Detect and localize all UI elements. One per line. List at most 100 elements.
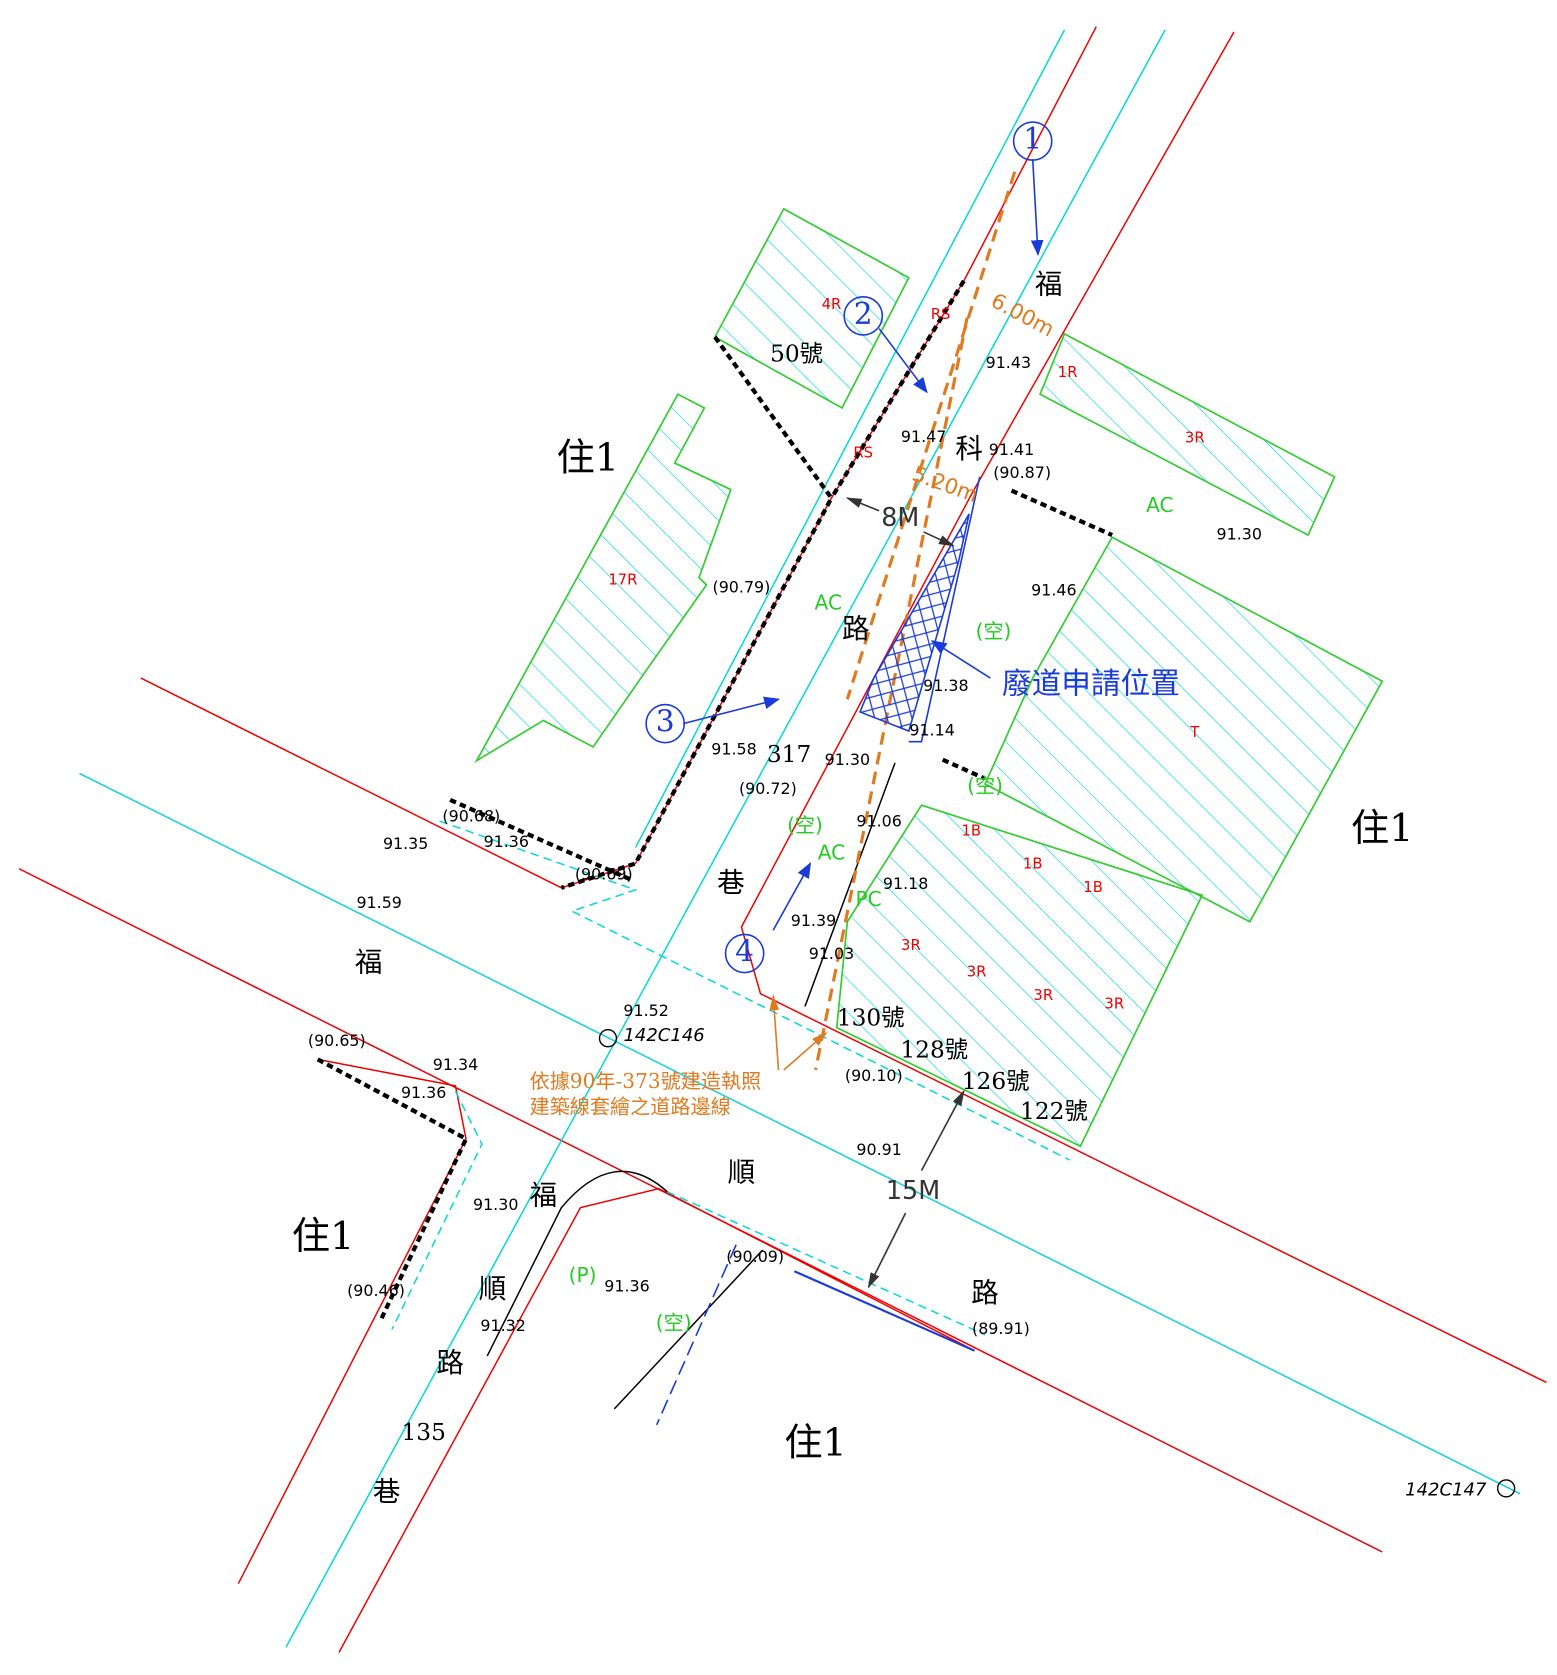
el-label: (89.91) [972,1319,1030,1338]
num-label: 122號 [1020,1098,1088,1125]
el-label: 91.30 [473,1195,518,1214]
marker-circles [645,121,1053,974]
dim-label: 8M [881,502,919,532]
num-label: 128號 [900,1036,968,1063]
road-label: 福 [530,1180,558,1212]
arrows [682,159,1044,1289]
code-label: 17R [608,572,637,589]
mk-label: 3 [656,704,675,739]
building [983,536,1384,923]
road-label: 巷 [373,1476,401,1508]
el-label: 91.52 [623,1001,668,1020]
building [713,207,910,410]
code-label: 1B [1023,856,1043,873]
cp-label: 142C147 [1405,1479,1487,1500]
road-label: 科 [955,433,983,465]
el-label: (90.65) [308,1031,366,1050]
el-label: (90.10) [845,1066,903,1085]
ann-label: 建築線套繪之道路邊線 [530,1095,731,1119]
el-label: (90.79) [713,578,771,597]
el-label: 91.32 [480,1316,525,1335]
mk-label: 1 [1023,121,1042,156]
surf-label: PC [855,887,881,911]
code-label: 3R [901,937,921,954]
control-circles [598,1029,1516,1498]
el-label: 91.58 [711,740,756,759]
odim-label: 5.20m [909,461,981,508]
code-label: 1B [961,823,981,840]
road-label: 福 [355,947,383,979]
surf-label: (空) [976,619,1012,643]
road-label: 福 [1035,269,1063,301]
code-label: 4R [822,296,842,313]
num-label: 50號 [770,341,823,368]
num-label: 130號 [837,1005,905,1032]
surf-label: AC [1146,493,1173,517]
code-label: 3R [1185,430,1205,447]
big-label: 住1 [784,1421,846,1465]
el-label: 91.14 [909,721,954,740]
buildings [474,207,1384,1148]
closure-area [859,513,970,733]
road-label: 順 [479,1273,507,1305]
road-label: 順 [728,1156,756,1188]
building [1039,332,1336,537]
el-label: 91.36 [401,1083,446,1102]
el-label: 91.47 [901,427,946,446]
el-label: 91.06 [856,812,901,831]
building [835,804,1204,1148]
el-label: 91.39 [791,911,836,930]
dim-label: 15M [886,1175,940,1205]
code-label: 3R [1104,995,1124,1012]
surf-label: AC [815,590,842,614]
el-label: 91.34 [433,1055,478,1074]
callout-label: 廢道申請位置 [1002,666,1180,701]
big-label: 住1 [557,435,619,479]
surf-label: (空) [787,813,823,837]
road-lines [18,26,1547,1653]
code-label: T [1189,724,1200,741]
num-label: 126號 [962,1068,1030,1095]
el-label: 91.35 [383,834,428,853]
road-label: 巷 [717,867,745,899]
labels: 福科路317巷福順路福順路135巷8M15M6.00m5.20m住1住1住1住1… [292,121,1487,1508]
el-label: 91.41 [989,440,1034,459]
el-label: (90.68) [442,806,500,825]
road-label: 路 [842,613,870,645]
cp-label: 142C146 [623,1025,704,1046]
num-label: 135 [401,1419,445,1446]
el-label: (90.46) [347,1281,405,1300]
surf-label: AC [818,840,845,864]
el-label: 91.30 [825,750,870,769]
num-label: 317 [767,741,811,768]
el-label: 91.59 [356,893,401,912]
surf-label: (空) [967,774,1003,798]
road-label: 路 [971,1277,999,1309]
big-label: 住1 [292,1214,354,1258]
el-label: 91.43 [986,353,1031,372]
mk-label: 2 [854,296,873,331]
code-label: 3R [1033,987,1053,1004]
mk-label: 4 [735,933,754,968]
el-label: 90.91 [856,1140,901,1159]
el-label: (90.09) [726,1247,784,1266]
el-label: (90.87) [993,463,1051,482]
el-label: 91.36 [604,1277,649,1296]
code-label: 1R [1058,364,1078,381]
ann-label: 依據90年-373號建造執照 [530,1069,762,1093]
el-label: 91.03 [809,944,854,963]
el-label: (90.72) [739,779,797,798]
el-label: 91.30 [1217,525,1262,544]
surf-label: (空) [656,1311,692,1335]
el-label: (90.69) [575,865,633,884]
road-label: 路 [436,1347,464,1379]
el-label: 91.36 [484,832,529,851]
building [474,393,732,764]
el-label: 91.18 [883,874,928,893]
el-label: 91.38 [923,676,968,695]
big-label: 住1 [1351,806,1413,850]
code-label: 1B [1083,879,1103,896]
code-label: RS [931,306,951,323]
code-label: 3R [967,964,987,981]
